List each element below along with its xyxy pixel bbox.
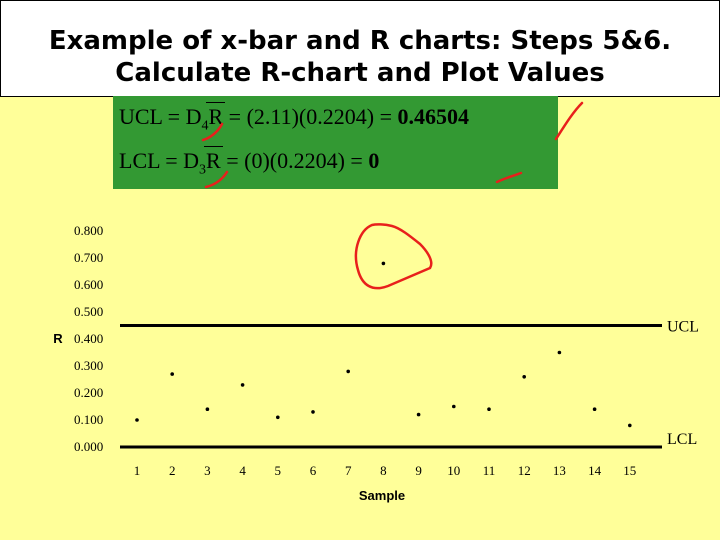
slide-title: Example of x-bar and R charts: Steps 5&6… (0, 0, 720, 97)
annotation-tick-d3 (204, 170, 229, 189)
ucl-rhs: = (2.11)(0.2204) = (223, 104, 398, 129)
ucl-rbar: R (206, 102, 225, 129)
annotation-marks (201, 101, 584, 290)
x-tick-label: 3 (204, 463, 211, 478)
y-tick-labels: 0.000 0.100 0.200 0.300 0.400 0.500 0.600 0.700… (74, 223, 103, 454)
data-point (135, 418, 139, 422)
x-tick-label: 9 (415, 463, 422, 478)
lcl-lhs: LCL = D (119, 148, 200, 173)
data-point (557, 350, 562, 355)
y-tick-label: 0.500 (74, 304, 103, 319)
data-points (135, 261, 632, 428)
ucl-result: 0.46504 (397, 104, 469, 129)
x-tick-label: 2 (169, 463, 176, 478)
data-point (240, 383, 245, 387)
x-tick-label: 11 (483, 463, 496, 478)
x-tick-labels: 1 2 3 4 5 6 7 8 9 10 11 12 13 14 15 (134, 463, 637, 478)
data-point (346, 369, 351, 374)
ucl-formula: UCL = D4R = (2.11)(0.2204) = 0.46504 (119, 102, 469, 134)
y-tick-label: 0.800 (74, 223, 103, 238)
title-line-1: Example of x-bar and R charts: Steps 5&6… (48, 26, 672, 56)
data-point (522, 375, 526, 379)
x-tick-label: 8 (380, 463, 387, 478)
annotation-tick-lcl (495, 171, 523, 184)
x-tick-label: 10 (447, 463, 460, 478)
y-tick-label: 0.200 (74, 385, 103, 400)
x-tick-label: 13 (553, 463, 566, 478)
data-point (452, 404, 456, 409)
y-tick-label: 0.000 (74, 439, 103, 454)
x-tick-label: 6 (310, 463, 317, 478)
annotation-tick-ucl (554, 101, 584, 141)
y-tick-label: 0.100 (74, 412, 103, 427)
x-tick-label: 12 (518, 463, 531, 478)
data-point (381, 261, 386, 266)
data-point (487, 407, 491, 412)
data-point (276, 415, 280, 420)
y-tick-label: 0.700 (74, 250, 103, 265)
ucl-label: UCL (667, 319, 699, 336)
x-tick-label: 5 (275, 463, 282, 478)
y-tick-label: 0.300 (74, 358, 103, 373)
x-tick-label: 4 (239, 463, 246, 478)
title-line-2: Calculate R-chart and Plot Values (115, 58, 605, 88)
ucl-subscript: 4 (201, 118, 209, 134)
x-tick-label: 1 (134, 463, 141, 478)
data-point (592, 407, 597, 412)
lcl-rhs: = (0)(0.2204) = (220, 148, 369, 173)
lcl-label: LCL (667, 431, 697, 448)
lcl-rbar: R (204, 146, 223, 173)
data-point (628, 423, 632, 428)
y-axis-title: R (53, 331, 63, 346)
lcl-result: 0 (368, 148, 380, 173)
data-point (311, 410, 315, 414)
ucl-lhs: UCL = D (119, 104, 202, 129)
x-tick-label: 7 (345, 463, 352, 478)
lcl-subscript: 3 (199, 162, 207, 178)
data-point (205, 407, 210, 412)
annotation-circle (354, 223, 433, 290)
data-point (170, 372, 174, 376)
lcl-formula: LCL = D3R = (0)(0.2204) = 0 (119, 146, 380, 178)
y-tick-label: 0.400 (74, 331, 103, 346)
x-tick-label: 14 (588, 463, 602, 478)
y-tick-label: 0.600 (74, 277, 103, 292)
formula-box: UCL = D4R = (2.11)(0.2204) = 0.46504 LCL… (113, 96, 558, 189)
x-tick-label: 15 (623, 463, 636, 478)
x-axis-title: Sample (359, 488, 405, 503)
annotation-tick-d4 (201, 122, 224, 142)
data-point (416, 412, 421, 417)
